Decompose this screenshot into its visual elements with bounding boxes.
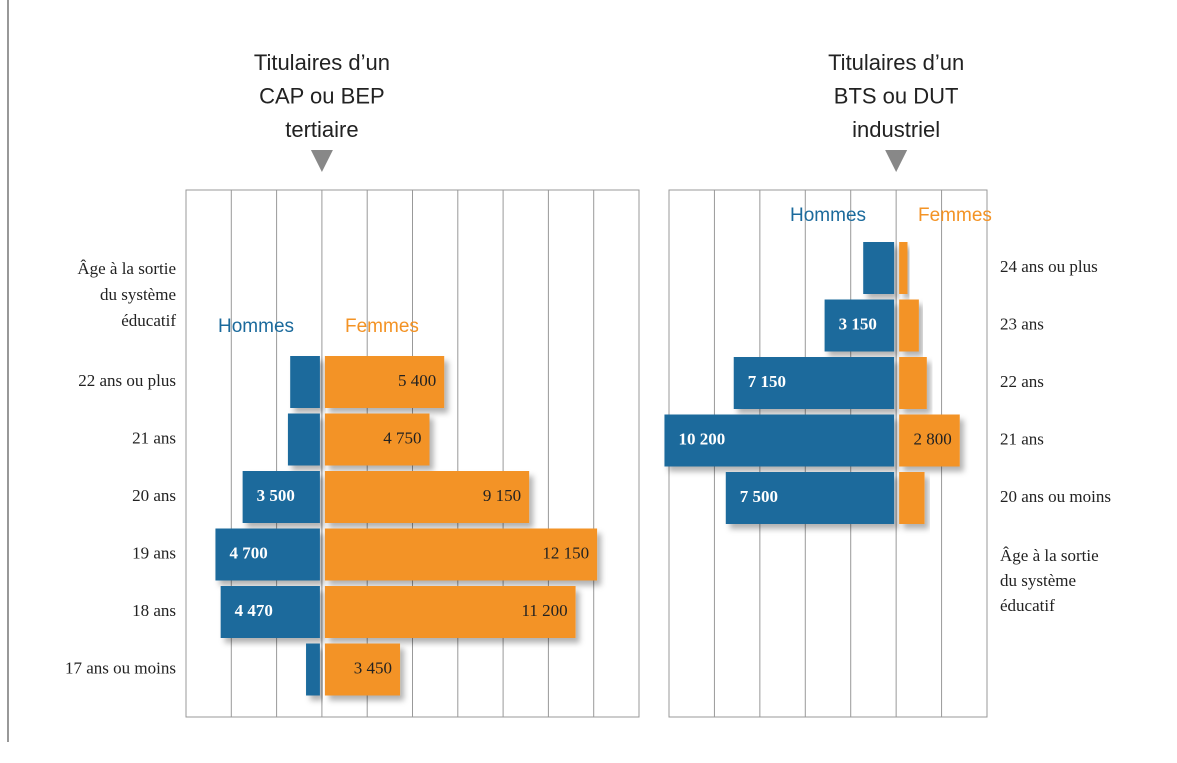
axis-label: Âge à la sortie (1000, 546, 1099, 565)
bar-hommes (220, 586, 320, 638)
category-label: 23 ans (1000, 314, 1044, 333)
category-label: 24 ans ou plus (1000, 257, 1098, 276)
category-label: 20 ans (132, 486, 176, 505)
value-label: 2 800 (913, 429, 951, 448)
bar-hommes (242, 471, 320, 523)
value-label: 3 500 (257, 486, 295, 505)
legend-label: Femmes (918, 205, 992, 226)
panel-title: Titulaires d’un (828, 50, 964, 75)
bar-hommes (824, 299, 895, 352)
category-label: 22 ans ou plus (78, 371, 176, 390)
value-label: 7 500 (740, 487, 778, 506)
value-label: 3 150 (839, 314, 877, 333)
value-label: 11 200 (521, 601, 567, 620)
category-label: 17 ans ou moins (65, 658, 176, 677)
value-label: 4 750 (383, 428, 421, 447)
value-label: 10 200 (678, 429, 725, 448)
pointer (310, 150, 333, 172)
value-label: 5 400 (398, 371, 436, 390)
panel-title: tertiaire (285, 117, 358, 142)
bar-femmes (899, 414, 960, 467)
bar-femmes (324, 528, 598, 581)
axis-label: éducatif (1000, 596, 1055, 615)
pointer (885, 150, 908, 172)
category-label: 22 ans (1000, 372, 1044, 391)
panel-title: industriel (852, 117, 940, 142)
bar-hommes (290, 356, 320, 408)
bar-femmes (324, 586, 576, 638)
value-label: 7 150 (748, 372, 786, 391)
panel-title: BTS ou DUT (834, 83, 959, 108)
bar-femmes (324, 643, 401, 696)
value-label: 3 450 (354, 658, 392, 677)
bar-femmes (899, 299, 919, 352)
bar-hommes (215, 528, 320, 581)
bar-femmes (899, 472, 925, 524)
bar-hommes (664, 414, 895, 467)
category-label: 21 ans (1000, 429, 1044, 448)
panel-title: CAP ou BEP (259, 83, 385, 108)
category-label: 19 ans (132, 543, 176, 562)
bar-hommes (733, 357, 895, 409)
bar-femmes (324, 356, 445, 408)
value-label: 12 150 (542, 543, 589, 562)
legend-label: Hommes (218, 316, 294, 337)
bar-hommes (725, 472, 895, 524)
bar-femmes (324, 413, 430, 466)
bar-hommes (863, 242, 895, 294)
value-label: 4 700 (229, 543, 267, 562)
bar-femmes (324, 471, 530, 523)
legend-label: Femmes (345, 316, 419, 337)
value-label: 9 150 (483, 486, 521, 505)
axis-label: Âge à la sortie (77, 259, 176, 278)
bar-hommes (306, 643, 320, 696)
legend-label: Hommes (790, 205, 866, 226)
axis-label: du système (100, 285, 176, 304)
bar-femmes (899, 242, 908, 294)
axis-label: du système (1000, 571, 1076, 590)
category-label: 21 ans (132, 428, 176, 447)
bar-femmes (899, 357, 927, 409)
axis-label: éducatif (121, 311, 176, 330)
category-label: 20 ans ou moins (1000, 487, 1111, 506)
value-label: 4 470 (235, 601, 273, 620)
category-label: 18 ans (132, 601, 176, 620)
panel-title: Titulaires d’un (254, 50, 390, 75)
bar-hommes (287, 413, 320, 466)
